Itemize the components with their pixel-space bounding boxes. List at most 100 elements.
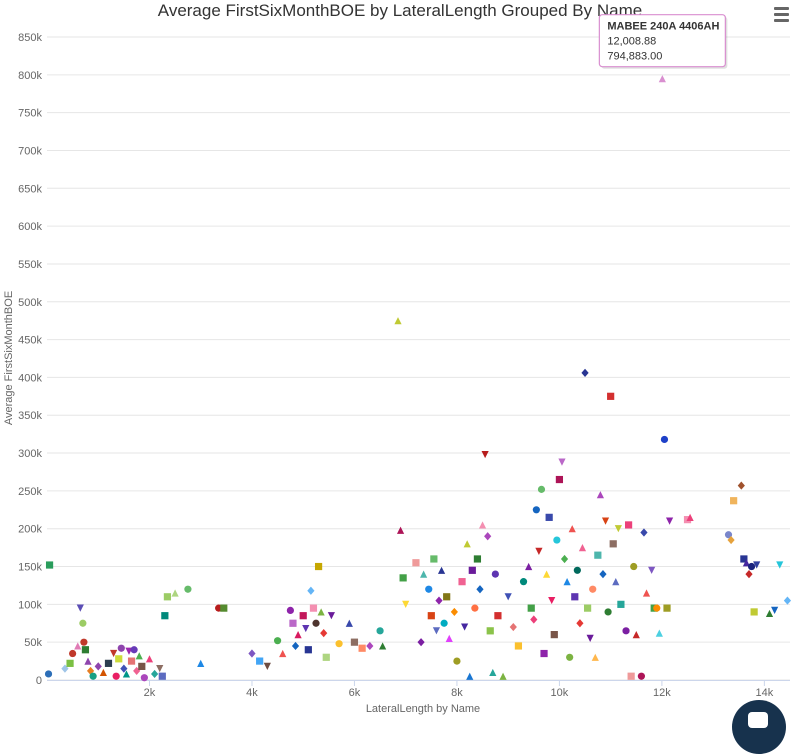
data-point-triangle-down [614, 525, 622, 533]
data-point-circle [747, 562, 756, 571]
data-point-square [555, 475, 564, 484]
data-point-triangle [765, 609, 774, 618]
data-point-triangle [420, 570, 428, 578]
data-point-triangle-down [481, 450, 489, 459]
data-point-circle [637, 672, 646, 680]
data-point-circle [724, 531, 733, 539]
data-point-square [289, 619, 297, 627]
data-point-circle [604, 608, 612, 616]
y-tick-label: 300k [18, 448, 42, 460]
data-point-square [627, 672, 635, 680]
x-tick-label: 6k [349, 687, 361, 699]
data-point-diamond [640, 528, 648, 537]
chart-title: Average FirstSixMonthBOE by LateralLengt… [158, 1, 642, 20]
tooltip: MABEE 240A 4406AH 12,008.88 794,883.00 [598, 14, 728, 69]
data-point-triangle-down [402, 600, 410, 608]
data-point-square [617, 600, 625, 608]
data-point-square [730, 497, 738, 505]
data-point-square [663, 604, 671, 612]
y-tick-label: 350k [18, 410, 42, 422]
data-point-triangle-down [110, 649, 118, 658]
data-point-square [161, 612, 169, 620]
data-point-triangle [294, 631, 302, 639]
data-point-square [399, 574, 407, 582]
menu-bar [773, 13, 789, 16]
data-point-circle [112, 672, 120, 680]
data-point-square [473, 555, 482, 563]
data-point-circle [630, 562, 638, 571]
data-point-circle [79, 619, 87, 627]
data-point-square [750, 608, 758, 616]
hamburger-menu-icon[interactable] [768, 4, 794, 26]
data-point-square [607, 392, 615, 400]
data-point-triangle [655, 629, 663, 637]
data-point-square [583, 604, 592, 612]
data-point-square [81, 646, 90, 654]
data-point-diamond [94, 662, 102, 671]
data-point-triangle [543, 570, 551, 578]
data-point-triangle-down [432, 627, 441, 635]
data-point-triangle [742, 559, 751, 567]
data-point-triangle [525, 562, 533, 571]
data-point-triangle [568, 525, 576, 533]
data-point-circle [660, 435, 669, 444]
data-point-square [443, 593, 451, 601]
data-point-triangle [197, 659, 205, 667]
data-point-triangle [658, 75, 666, 83]
data-point-circle [335, 640, 343, 648]
data-point-square [486, 627, 494, 635]
y-tick-label: 50k [24, 637, 42, 649]
data-point-diamond [576, 619, 584, 628]
y-tick-label: 400k [18, 372, 42, 384]
data-point-triangle [686, 513, 694, 521]
data-point-triangle [171, 589, 179, 597]
y-tick-label: 100k [18, 599, 42, 611]
data-point-diamond [151, 669, 159, 679]
data-point-triangle-down [586, 634, 594, 642]
data-point-diamond [320, 628, 328, 638]
data-point-triangle [463, 540, 471, 548]
tooltip-box [598, 14, 726, 68]
data-point-triangle-down [665, 517, 674, 525]
data-point-diamond [61, 664, 69, 673]
data-point-diamond [560, 554, 569, 564]
data-point-triangle [591, 653, 599, 661]
data-point-triangle [145, 655, 154, 663]
data-point-diamond [450, 607, 458, 617]
y-tick-label: 850k [18, 32, 42, 44]
y-tick-label: 200k [18, 524, 42, 536]
data-point-triangle [122, 670, 131, 678]
tooltip-y-value: 794,883.00 [607, 51, 662, 63]
data-point-triangle [345, 619, 353, 627]
data-point-triangle [489, 668, 497, 677]
data-point-diamond [366, 641, 374, 651]
data-point-square [468, 566, 476, 574]
data-point-square [571, 593, 579, 601]
data-point-diamond [509, 622, 517, 632]
data-point-square [158, 672, 166, 680]
data-point-triangle-down [156, 665, 164, 673]
data-point-triangle [499, 672, 507, 680]
data-point-circle [130, 646, 138, 654]
data-point-triangle [279, 649, 287, 658]
data-point-triangle [437, 566, 446, 574]
x-tick-label: 14k [756, 687, 774, 699]
y-tick-label: 250k [18, 486, 42, 498]
data-point-triangle-down [327, 612, 335, 620]
data-point-triangle-down [776, 561, 784, 569]
data-point-triangle-down [771, 606, 779, 615]
x-tick-label: 8k [451, 687, 463, 699]
data-point-triangle [317, 608, 325, 616]
chat-button[interactable] [732, 700, 786, 754]
data-point-square [45, 561, 54, 569]
y-tick-label: 700k [18, 145, 42, 157]
data-point-triangle [632, 631, 640, 639]
data-point-diamond [530, 615, 538, 624]
data-point-circle [553, 536, 561, 544]
data-point-circle [622, 627, 630, 635]
data-point-triangle-down [504, 593, 512, 601]
data-point-square [430, 555, 438, 563]
data-point-square [304, 646, 312, 654]
data-point-square [299, 612, 307, 620]
data-point-square [322, 653, 330, 661]
